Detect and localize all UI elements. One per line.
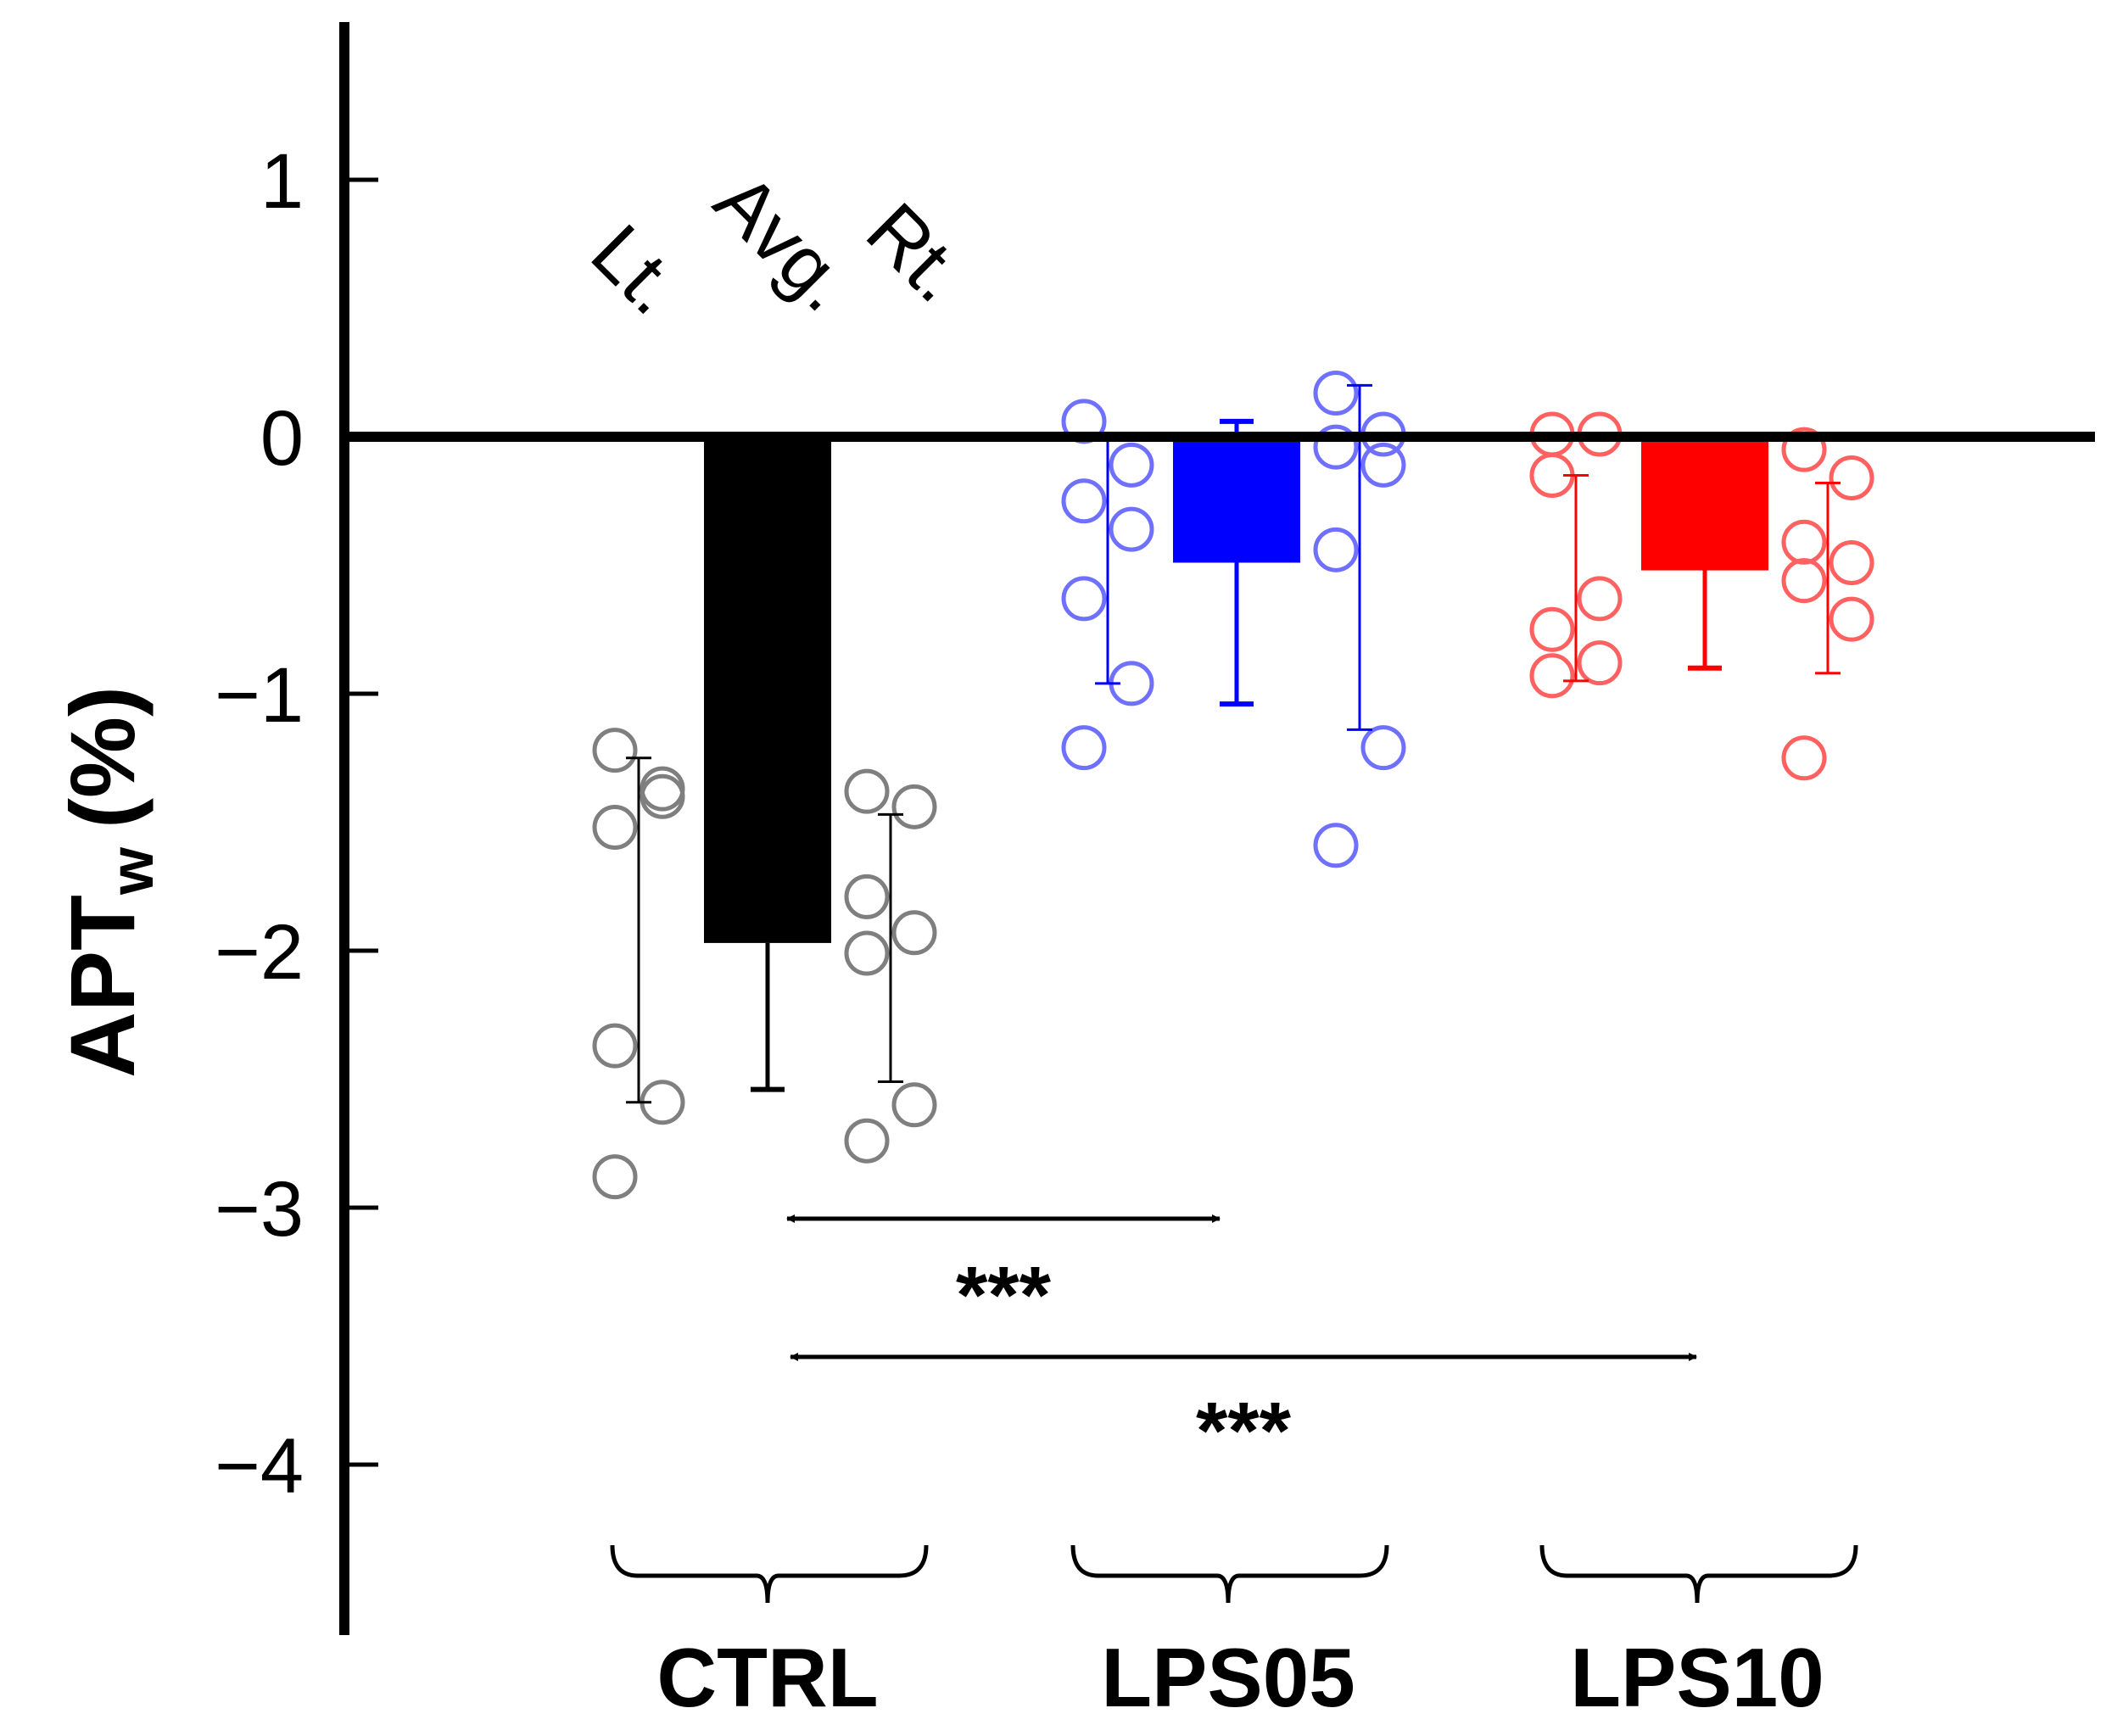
y-axis-title-subscript: w: [98, 846, 166, 896]
ctrl-left-point: [640, 773, 685, 819]
ctrl-mean-bar: [704, 437, 831, 943]
lps05-right-point: [1313, 424, 1359, 470]
sd-whiskers: [626, 383, 1841, 1104]
y-axis-title: APTw (%): [51, 686, 166, 1078]
y-axis-ticks: 1 0 −1 −2 −3 −4: [215, 138, 378, 1510]
y-tick-label: 0: [260, 395, 304, 482]
ctrl-right-point: [844, 874, 890, 919]
lps05-right-point: [1360, 725, 1406, 771]
lps10-right-point: [1781, 558, 1827, 604]
comparison-label-ctrl-lps05: ***: [956, 1250, 1052, 1341]
mean-bars: [704, 437, 1768, 943]
comparison-label-ctrl-lps10: ***: [1196, 1386, 1292, 1476]
lps10-right-point: [1829, 539, 1874, 585]
y-tick-label: −4: [215, 1423, 304, 1510]
lps10-right-point: [1781, 735, 1827, 781]
ctrl-right-point: [844, 768, 890, 814]
y-tick-label: −1: [215, 652, 304, 739]
lps05-right-point: [1313, 527, 1359, 572]
y-tick-label: −2: [215, 909, 304, 996]
ctrl-right-point: [891, 784, 937, 829]
lps10-right-point: [1781, 519, 1827, 565]
ctrl-left-point: [592, 1023, 638, 1069]
lps10-mean-bar: [1641, 437, 1768, 571]
y-axis-title-main: APT: [51, 895, 154, 1078]
ctrl-left-point: [592, 805, 638, 851]
lps05-left-point: [1061, 576, 1107, 622]
y-tick-label: −3: [215, 1166, 304, 1253]
ctrl-right-point: [844, 1118, 890, 1164]
lps10-left-point: [1577, 640, 1623, 686]
group-brace-lps10: [1539, 1544, 1858, 1604]
group-brace-ctrl: [610, 1544, 929, 1604]
group-label-lps05: LPS05: [1101, 1631, 1355, 1724]
ctrl-right-point: [844, 930, 890, 976]
column-label-average: Avg.: [698, 158, 869, 328]
lps10-right-point: [1781, 427, 1827, 472]
group-label-ctrl: CTRL: [656, 1631, 878, 1724]
lps10-left-point: [1577, 576, 1623, 622]
lps05-mean-bar: [1173, 437, 1300, 563]
lps05-left-point: [1061, 725, 1107, 771]
group-brace-lps05: [1070, 1544, 1389, 1604]
lps05-left-point: [1109, 442, 1154, 488]
ctrl-left-point: [592, 1154, 638, 1200]
lps05-left-point: [1109, 506, 1154, 552]
lps05-left-point: [1061, 478, 1107, 524]
lps10-left-point: [1529, 653, 1575, 699]
y-tick-label: 1: [260, 138, 304, 225]
lps05-right-point: [1313, 823, 1359, 868]
y-axis-title-unit: (%): [51, 686, 154, 829]
lps10-right-point: [1829, 596, 1874, 642]
data-points: [592, 370, 1874, 1200]
lps05-right-point: [1313, 370, 1359, 416]
column-label-left: Lt.: [575, 209, 697, 331]
ctrl-right-point: [891, 910, 937, 956]
column-label-right: Rt.: [850, 187, 981, 318]
lps10-left-point: [1529, 606, 1575, 652]
group-label-lps10: LPS10: [1570, 1631, 1824, 1724]
ctrl-left-point: [592, 728, 638, 773]
ctrl-right-point: [891, 1082, 937, 1128]
lps05-right-point: [1360, 442, 1406, 488]
lps10-right-point: [1829, 455, 1874, 500]
